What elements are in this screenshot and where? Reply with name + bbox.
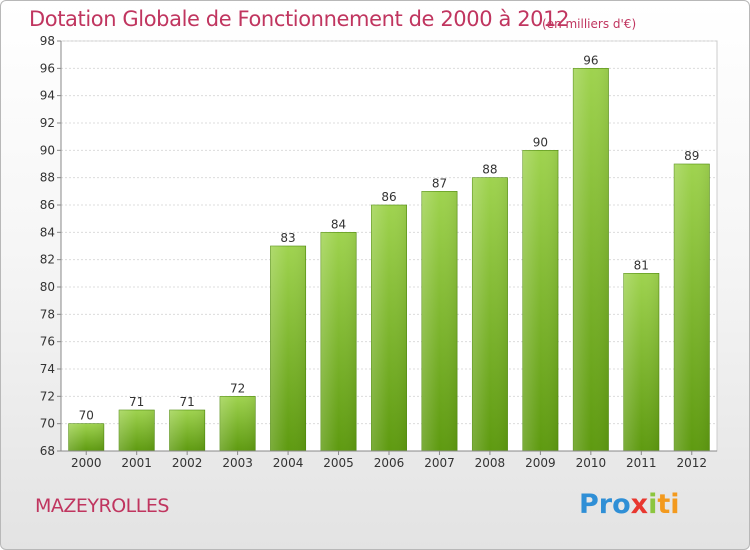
bar-group: [673, 163, 710, 452]
y-tick-label: 88: [40, 171, 55, 185]
x-tick-label: 2009: [525, 456, 556, 470]
y-tick-label: 94: [40, 89, 55, 103]
bar-shine: [674, 164, 710, 451]
bar-group: [371, 204, 407, 452]
y-tick-label: 68: [40, 444, 55, 458]
bar-shine: [68, 423, 104, 451]
bar-shine: [573, 68, 609, 451]
y-tick-label: 76: [40, 335, 55, 349]
bar-group: [421, 191, 458, 452]
bar-value-label: 87: [432, 176, 447, 190]
y-tick-label: 84: [40, 225, 55, 239]
bar-shine: [522, 150, 559, 452]
bar-value-label: 96: [583, 53, 598, 67]
bar-group: [118, 409, 155, 452]
bar-value-label: 81: [634, 258, 649, 272]
x-tick-label: 2002: [172, 456, 203, 470]
x-tick-label: 2004: [273, 456, 304, 470]
logo-part: ti: [657, 489, 680, 520]
bar-value-label: 83: [280, 231, 295, 245]
y-tick-label: 86: [40, 198, 55, 212]
bars: 70 71 71 72 83 84 86 87 88 90 96 81 89: [68, 53, 710, 452]
bar-group: [522, 150, 559, 452]
bar-shine: [119, 410, 155, 451]
bar-shine: [270, 246, 306, 451]
bar-value-label: 72: [230, 381, 245, 395]
bar-group: [320, 232, 357, 452]
x-tick-label: 2001: [121, 456, 152, 470]
bar-value-label: 71: [180, 395, 195, 409]
bar-shine: [371, 205, 407, 451]
y-tick-label: 96: [40, 61, 55, 75]
bar-group: [623, 273, 660, 452]
y-tick-label: 74: [40, 362, 55, 376]
x-axis: 2000 2001 2002 2003 2004 2005 2006 2007 2008 2009…: [61, 450, 717, 470]
bar-value-label: 70: [79, 409, 94, 423]
y-tick-label: 92: [40, 116, 55, 130]
x-tick-label: 2011: [626, 456, 657, 470]
chart-title: Dotation Globale de Fonctionnement de 20…: [29, 7, 570, 31]
logo-part: Pro: [579, 489, 631, 520]
bar-group: [471, 177, 508, 452]
x-tick-label: 2003: [222, 456, 253, 470]
x-tick-label: 2012: [676, 456, 707, 470]
y-tick-label: 82: [40, 253, 55, 267]
bar-group: [68, 423, 105, 452]
bar-value-label: 88: [482, 163, 497, 177]
bar-value-label: 90: [533, 135, 548, 149]
place-name: MAZEYROLLES: [35, 495, 169, 517]
bar-shine: [472, 177, 508, 451]
y-tick-label: 80: [40, 280, 55, 294]
bar-shine: [169, 410, 205, 451]
bar-value-label: 71: [129, 395, 144, 409]
bar-shine: [219, 396, 256, 451]
bar-shine: [421, 191, 458, 452]
y-tick-label: 72: [40, 389, 55, 403]
x-tick-label: 2007: [424, 456, 455, 470]
bar-group: [572, 68, 609, 452]
x-tick-label: 2010: [576, 456, 607, 470]
bar-group: [219, 396, 256, 452]
logo-part: x: [630, 489, 649, 520]
y-tick-label: 98: [40, 34, 55, 48]
logo-part: i: [648, 489, 658, 520]
x-tick-label: 2008: [475, 456, 506, 470]
bar-value-label: 89: [684, 149, 699, 163]
x-tick-label: 2000: [71, 456, 102, 470]
proxiti-logo[interactable]: Proxiti: [579, 489, 680, 520]
y-tick-label: 70: [40, 417, 55, 431]
bar-group: [270, 245, 307, 452]
bar-group: [169, 409, 206, 452]
chart-subtitle: (en milliers d'€): [542, 17, 637, 31]
x-tick-label: 2006: [374, 456, 405, 470]
bar-value-label: 86: [381, 190, 396, 204]
x-tick-label: 2005: [323, 456, 354, 470]
bar-shine: [320, 232, 357, 451]
bar-shine: [623, 273, 659, 451]
bar-value-label: 84: [331, 217, 346, 231]
y-tick-label: 90: [40, 143, 55, 157]
y-axis: 68 70 72 74 76 78 80 82 84 86 88 90 92 94 96 98: [40, 34, 62, 458]
y-tick-label: 78: [40, 307, 55, 321]
